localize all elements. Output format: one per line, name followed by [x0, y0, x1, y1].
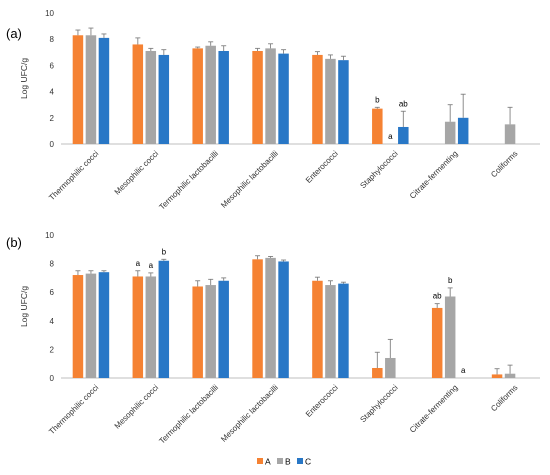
bar-C-5 [338, 60, 349, 144]
x-tick-label: Mesophilic cocci [113, 383, 161, 431]
x-tick-label: Citrate-fermenting [408, 383, 460, 435]
bar-A-8 [491, 374, 503, 378]
y-tick-label: 6 [50, 61, 55, 70]
x-tick-label: Thermophilic cocci [47, 149, 100, 202]
x-tick-label: Staphylococci [358, 383, 399, 424]
legend-swatch-C [297, 458, 303, 464]
x-tick-label: Thermophilic cocci [47, 383, 100, 436]
significance-letter: a [461, 366, 466, 375]
bar-A-5 [312, 54, 323, 144]
bar-C-1 [98, 272, 110, 378]
bar-B-6 [385, 357, 396, 378]
significance-letter: b [162, 247, 167, 256]
legend: A B C [257, 457, 311, 467]
bar-A-4 [252, 50, 263, 144]
bar-A-1 [72, 35, 84, 144]
bar-A-5 [312, 280, 323, 378]
bar-B-5 [325, 58, 336, 144]
y-tick-label: 10 [45, 9, 54, 18]
bar-B-1 [85, 35, 97, 144]
bar-B-1 [85, 273, 97, 378]
significance-letter: b [375, 95, 380, 104]
bar-B-8 [504, 373, 516, 378]
y-axis-label: Log UFC/g [19, 58, 29, 99]
bar-B-5 [325, 285, 336, 378]
legend-label-C: C [305, 457, 311, 467]
y-tick-label: 8 [50, 260, 55, 269]
bar-A-1 [72, 275, 84, 378]
significance-letter: b [448, 276, 453, 285]
bar-B-2 [145, 50, 157, 144]
bar-B-4 [265, 257, 276, 378]
x-tick-label: Enterococci [304, 149, 340, 185]
significance-letter: ab [433, 292, 442, 301]
y-tick-label: 0 [50, 140, 55, 149]
x-tick-label: Termophilic lactobacilli [157, 149, 220, 212]
y-axis-label: Log UFC/g [19, 286, 29, 327]
bar-C-4 [278, 261, 289, 378]
y-tick-label: 4 [50, 88, 55, 97]
x-tick-label: Staphylococci [358, 149, 399, 190]
bar-B-7 [444, 296, 456, 378]
bar-B-4 [265, 48, 276, 145]
y-tick-label: 2 [50, 114, 55, 123]
legend-label-A: A [265, 457, 271, 467]
bar-A-3 [192, 286, 203, 378]
y-tick-label: 4 [50, 317, 55, 326]
bar-C-2 [158, 54, 170, 144]
bar-C-3 [218, 50, 229, 144]
significance-letter: a [149, 261, 154, 270]
chart-panel-1: (a) Log UFC/g 0 2 4 6 8 10 b a ab Thermophilic cocc… [6, 9, 540, 212]
x-tick-label: Enterococci [304, 383, 340, 419]
bar-A-2 [132, 44, 144, 144]
y-tick-label: 10 [45, 231, 54, 240]
x-tick-label: Mesophilic lactobacilli [219, 149, 280, 210]
legend-swatch-A [257, 458, 263, 464]
significance-letter: a [388, 132, 393, 141]
bar-C-2 [158, 260, 170, 378]
y-tick-label: 2 [50, 345, 55, 354]
bar-B-7 [444, 121, 456, 144]
bar-B-3 [205, 45, 216, 144]
x-tick-label: Coliforms [489, 149, 519, 179]
bar-A-6 [372, 367, 383, 378]
bar-B-2 [145, 276, 157, 378]
x-tick-label: Citrate-fermenting [408, 149, 460, 201]
panel-label: (a) [6, 26, 22, 41]
bar-C-1 [98, 37, 110, 144]
bar-C-6 [398, 126, 409, 144]
bar-C-4 [278, 53, 289, 144]
y-tick-label: 0 [50, 374, 55, 383]
bar-A-2 [132, 276, 144, 378]
bar-A-3 [192, 48, 203, 145]
legend-label-B: B [285, 457, 291, 467]
y-tick-label: 8 [50, 35, 55, 44]
x-tick-label: Mesophilic lactobacilli [219, 383, 280, 444]
legend-swatch-B [277, 458, 283, 464]
y-tick-label: 6 [50, 288, 55, 297]
x-tick-label: Mesophilic cocci [113, 149, 161, 197]
bar-C-5 [338, 283, 349, 378]
x-tick-label: Termophilic lactobacilli [157, 383, 220, 446]
bar-A-7 [431, 307, 443, 378]
bar-A-4 [252, 259, 263, 378]
significance-letter: ab [399, 99, 408, 108]
bar-C-7 [457, 117, 469, 144]
bar-A-6 [372, 108, 383, 144]
panel-label: (b) [6, 235, 22, 250]
significance-letter: a [136, 259, 141, 268]
bar-C-3 [218, 280, 229, 378]
bar-B-3 [205, 285, 216, 378]
x-tick-label: Coliforms [489, 383, 519, 413]
bar-B-8 [504, 124, 516, 144]
